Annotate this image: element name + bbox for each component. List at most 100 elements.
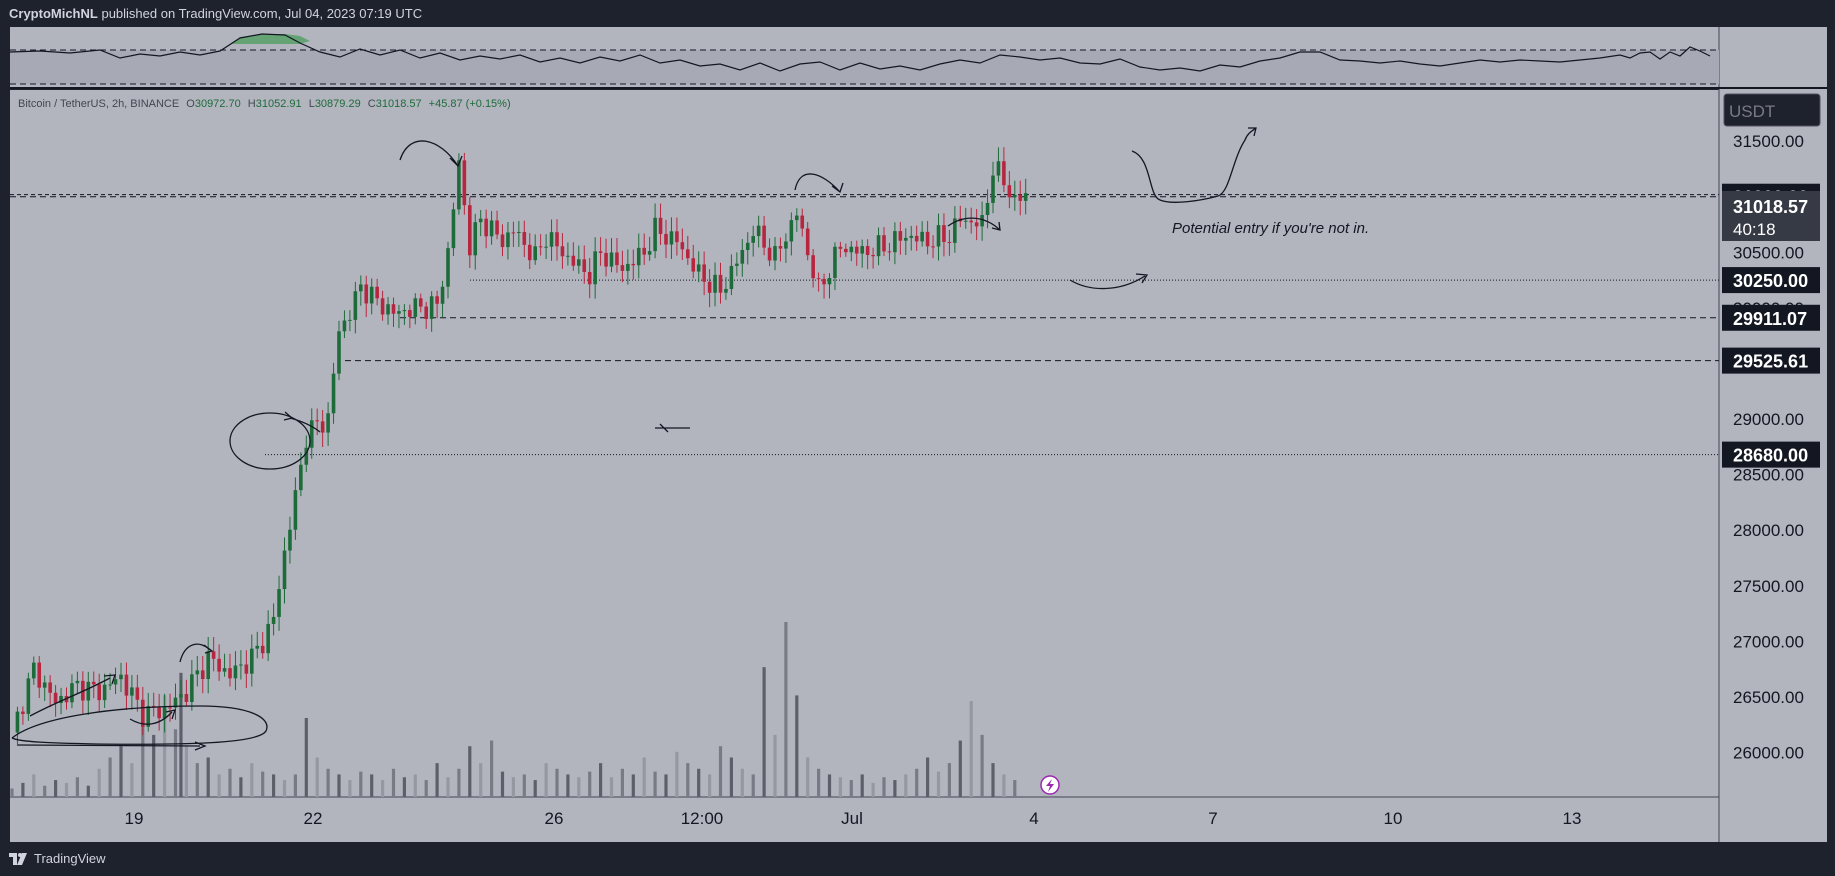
candle-body xyxy=(609,252,614,267)
price-axis[interactable] xyxy=(1719,27,1827,842)
y-tick-label: 31500.00 xyxy=(1733,132,1804,151)
volume-bar xyxy=(708,774,712,797)
candle-body xyxy=(751,236,755,243)
volume-bar xyxy=(751,774,755,797)
candle-body xyxy=(658,217,663,234)
candle-body xyxy=(936,225,941,247)
volume-bar xyxy=(566,774,570,797)
candle-body xyxy=(713,274,717,293)
volume-bar xyxy=(468,746,472,797)
candle-body xyxy=(408,310,412,317)
candle-body xyxy=(489,220,494,237)
candle-body xyxy=(549,232,554,247)
candle-body xyxy=(980,215,984,227)
candle-body xyxy=(931,246,935,248)
candle-body xyxy=(271,616,276,624)
time-axis[interactable] xyxy=(10,797,1719,842)
legend-close: 31018.57 xyxy=(376,98,422,110)
volume-bar xyxy=(675,751,679,797)
volume-bar xyxy=(1002,774,1006,797)
x-tick-label: 13 xyxy=(1563,809,1582,828)
volume-bar xyxy=(882,777,886,797)
x-tick-label: 26 xyxy=(545,809,564,828)
volume-bar xyxy=(152,734,156,797)
candle-body xyxy=(260,645,265,654)
volume-bars xyxy=(10,622,1017,797)
candle-body xyxy=(865,246,870,255)
x-tick-label: 22 xyxy=(304,809,323,828)
volume-bar xyxy=(64,782,69,797)
candle-body xyxy=(795,215,799,221)
candle-body xyxy=(348,319,352,321)
volume-bar xyxy=(413,774,417,797)
candle-body xyxy=(544,246,548,248)
price-level-label: 28680.00 xyxy=(1722,441,1820,468)
volume-bar xyxy=(555,768,559,797)
candle-body xyxy=(517,232,521,234)
candle-body xyxy=(130,687,134,696)
candle-body xyxy=(124,674,129,696)
arrow-retest xyxy=(283,411,321,433)
volume-bar xyxy=(969,701,973,797)
candle-body xyxy=(696,264,701,272)
volume-bar xyxy=(980,734,984,797)
legend-high-label: H xyxy=(248,98,256,110)
y-tick-label: 26500.00 xyxy=(1733,688,1804,707)
candle-body xyxy=(200,670,205,680)
volume-bar xyxy=(511,777,515,797)
candle-body xyxy=(920,231,924,242)
candle-body xyxy=(462,160,467,206)
volume-bar xyxy=(261,771,265,797)
volume-bar xyxy=(206,757,210,797)
candle-body xyxy=(838,246,843,249)
candle-body xyxy=(664,233,668,245)
publish-info: published on TradingView.com, Jul 04, 20… xyxy=(101,6,423,21)
candle-body xyxy=(239,664,243,666)
author-name[interactable]: CryptoMichNL xyxy=(9,6,98,21)
volume-bar xyxy=(179,672,183,797)
rsi-band xyxy=(10,50,1719,84)
volume-bar xyxy=(588,771,592,797)
candle-body xyxy=(255,645,260,649)
price-panel[interactable] xyxy=(10,90,1719,797)
legend-low: 30879.29 xyxy=(315,98,361,110)
candle-body xyxy=(914,235,919,242)
trading-chart[interactable]: Bitcoin / TetherUS, 2h, BINANCE O30972.7… xyxy=(0,0,1835,842)
volume-bar xyxy=(827,774,832,797)
arrow-top-2 xyxy=(794,173,844,194)
volume-bar xyxy=(1013,780,1017,797)
candle-body xyxy=(784,241,788,249)
candle-body xyxy=(386,304,390,315)
candle-body xyxy=(119,674,123,680)
candle-body xyxy=(822,278,826,285)
candlesticks xyxy=(15,147,1028,747)
legend-open-label: O xyxy=(186,98,195,110)
candle-body xyxy=(718,274,723,293)
volume-bar xyxy=(718,746,723,797)
volume-bar xyxy=(849,780,853,797)
candle-body xyxy=(429,296,434,319)
candle-body xyxy=(113,679,118,685)
legend-symbol[interactable]: Bitcoin / TetherUS, 2h, BINANCE xyxy=(18,98,179,110)
volume-bar xyxy=(402,777,406,797)
candle-body xyxy=(566,255,570,257)
candle-body xyxy=(593,251,597,285)
volume-bar xyxy=(446,777,450,797)
candle-body xyxy=(854,246,859,254)
volume-bar xyxy=(936,771,941,797)
arrow-breakout xyxy=(179,643,214,663)
candle-body xyxy=(887,251,892,253)
tradingview-brand[interactable]: TradingView xyxy=(34,851,106,866)
volume-bar xyxy=(958,740,962,797)
candle-body xyxy=(451,209,456,249)
candle-body xyxy=(15,711,20,733)
candle-body xyxy=(102,684,107,701)
volume-bar xyxy=(533,780,537,797)
tradingview-logo-icon[interactable] xyxy=(9,853,31,865)
candle-body xyxy=(440,286,445,304)
currency-badge[interactable] xyxy=(1723,93,1821,127)
volume-bar xyxy=(762,667,766,797)
candle-body xyxy=(21,711,25,714)
candle-body xyxy=(745,242,750,251)
volume-bar xyxy=(10,788,14,797)
